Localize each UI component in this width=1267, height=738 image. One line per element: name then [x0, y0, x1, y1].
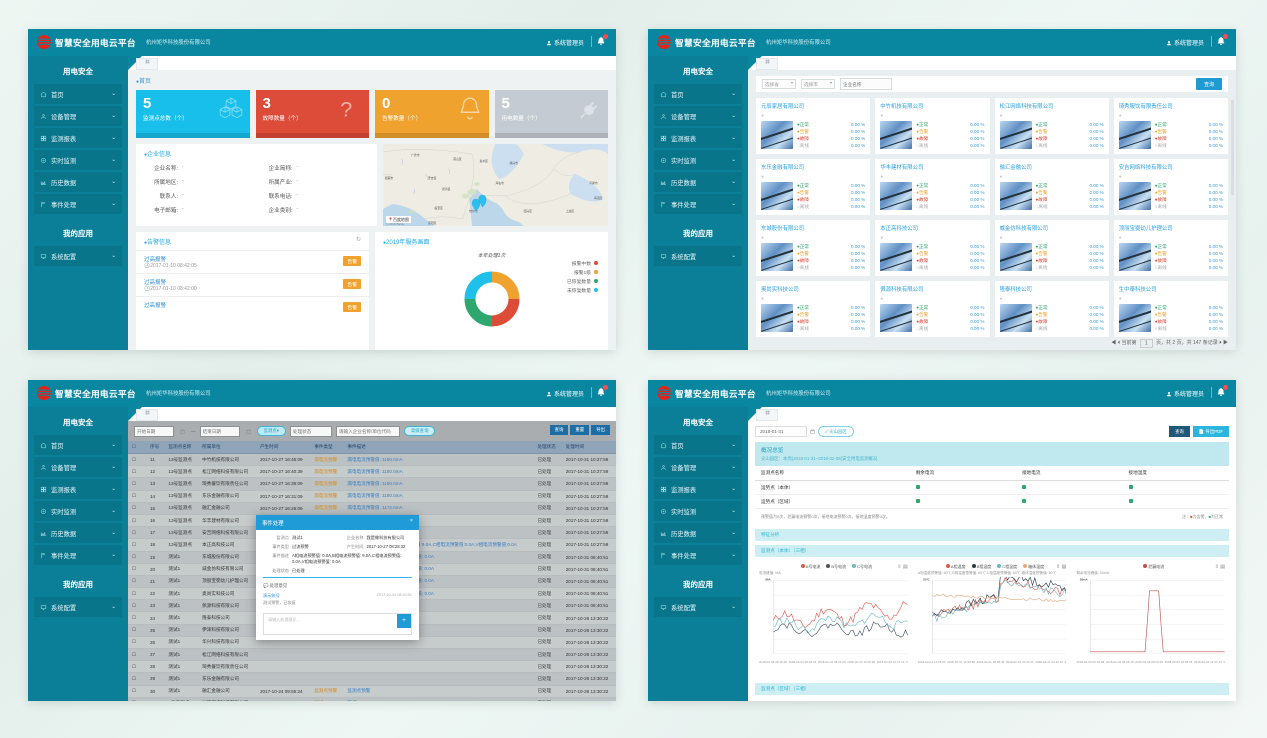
svg-text:嘉水区: 嘉水区: [480, 158, 488, 163]
svg-text:上虞区: 上虞区: [566, 208, 574, 213]
svg-text:70mA: 70mA: [1080, 577, 1089, 581]
svg-text:广德市: 广德市: [411, 152, 419, 157]
svg-text:平湖市: 平湖市: [589, 180, 597, 185]
svg-text:海右市: 海右市: [496, 180, 504, 185]
svg-text:郎鹿市: 郎鹿市: [385, 175, 393, 180]
svg-text:临安区: 临安区: [435, 205, 443, 210]
svg-text:80A: 80A: [765, 577, 771, 581]
svg-text:25℃: 25℃: [923, 577, 930, 581]
svg-text:?: ?: [340, 97, 352, 122]
svg-text:安吉县: 安吉县: [428, 175, 436, 180]
svg-text:海沿区: 海沿区: [594, 195, 602, 200]
svg-text:莫山区: 莫山区: [453, 156, 461, 161]
svg-text:富阳区: 富阳区: [428, 220, 436, 225]
svg-text:德清县: 德清县: [442, 186, 450, 191]
svg-text:绍兴区: 绍兴区: [524, 208, 532, 213]
svg-text:湖兴市: 湖兴市: [510, 160, 518, 165]
